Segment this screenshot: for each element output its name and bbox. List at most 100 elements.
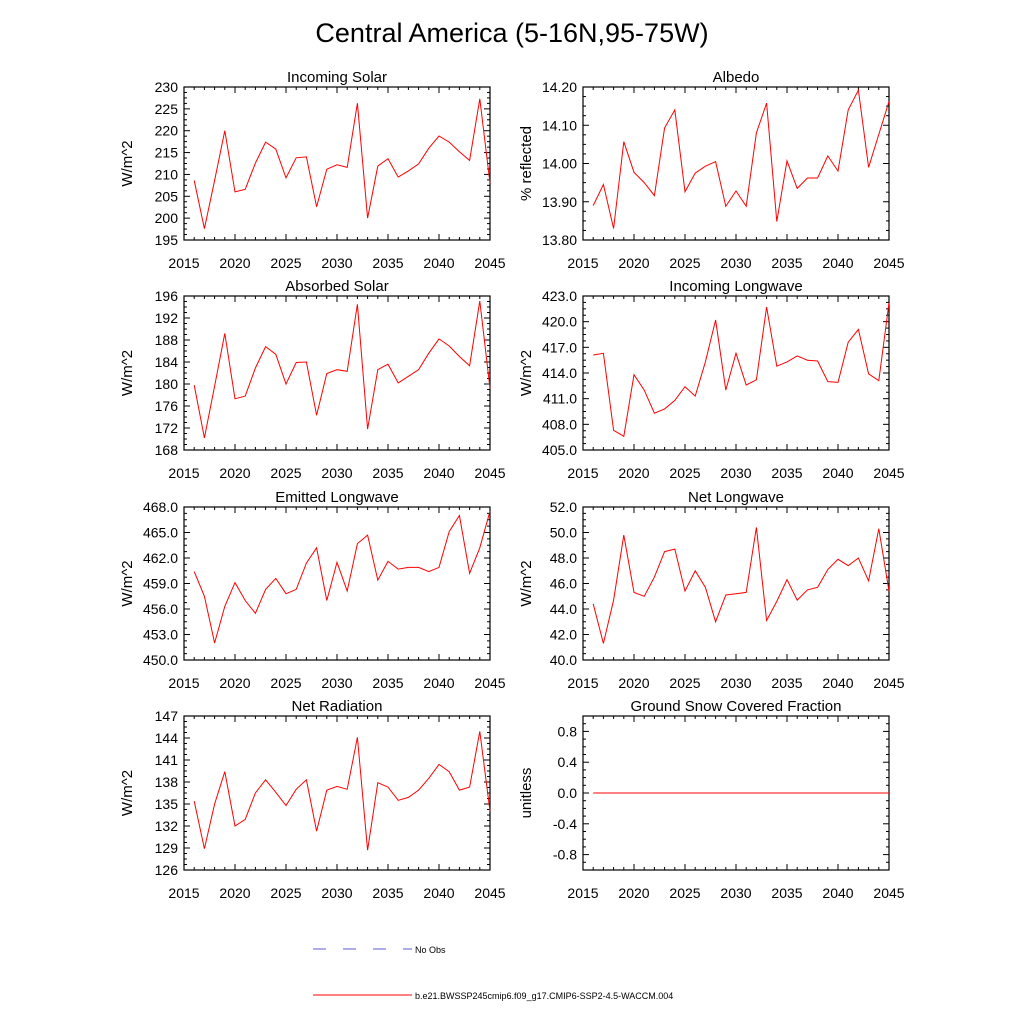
y-tick-label: 129 — [155, 840, 179, 856]
panel-ylabel-incoming-longwave: W/m^2 — [518, 350, 535, 396]
x-tick-label: 2015 — [168, 465, 199, 481]
x-tick-label: 2030 — [321, 885, 352, 901]
y-tick-label: 14.10 — [542, 117, 577, 133]
y-tick-label: 196 — [155, 288, 179, 304]
y-tick-label: 468.0 — [143, 499, 178, 515]
y-tick-label: 192 — [155, 310, 179, 326]
plot-frame — [183, 506, 491, 661]
plot-frame — [582, 295, 890, 451]
x-tick-label: 2020 — [219, 465, 250, 481]
y-tick-label: 0.8 — [558, 723, 578, 739]
x-tick-label: 2040 — [822, 675, 853, 691]
x-tick-label: 2020 — [618, 885, 649, 901]
y-tick-label: 144 — [155, 730, 179, 746]
panel-net-longwave: Net Longwave W/m^2 2015 2020 2025 2030 2035 204… — [518, 489, 905, 691]
y-tick-label: 462.0 — [143, 550, 178, 566]
y-tick-label: 210 — [155, 166, 179, 182]
x-tick-label: 2035 — [372, 675, 403, 691]
y-tick-label: 465.0 — [143, 525, 178, 541]
x-tick-label: 2030 — [720, 675, 751, 691]
y-tick-label: 44.0 — [550, 601, 577, 617]
y-tick-label: 188 — [155, 332, 179, 348]
panel-title-incoming-solar: Incoming Solar — [287, 69, 387, 86]
y-tick-label: 405.0 — [542, 442, 577, 458]
y-tick-label: 423.0 — [542, 288, 577, 304]
series-line-absorbed-solar — [193, 300, 491, 438]
panel-albedo: Albedo % reflected 2015 2020 2025 2030 2035 204… — [518, 69, 905, 271]
panel-title-albedo: Albedo — [713, 69, 760, 86]
x-tick-label: 2040 — [822, 465, 853, 481]
x-tick-label: 2025 — [270, 885, 301, 901]
x-tick-label: 2025 — [669, 885, 700, 901]
y-tick-label: 411.0 — [543, 391, 577, 407]
panels: Incoming Solar W/m^2 2015 2020 2025 2030 2035 2… — [119, 69, 905, 901]
x-tick-label: 2035 — [771, 675, 802, 691]
figure-title: Central America (5-16N,95-75W) — [315, 18, 708, 48]
y-tick-label: 48.0 — [550, 550, 577, 566]
x-tick-label: 2025 — [669, 255, 700, 271]
x-tick-label: 2030 — [321, 675, 352, 691]
x-tick-label: 2020 — [219, 675, 250, 691]
x-tick-label: 2040 — [423, 465, 454, 481]
y-tick-label: 0.0 — [558, 785, 578, 801]
y-tick-label: 168 — [155, 442, 179, 458]
y-tick-label: 414.0 — [542, 365, 577, 381]
x-tick-label: 2015 — [168, 675, 199, 691]
x-tick-label: 2040 — [822, 885, 853, 901]
y-tick-label: 138 — [155, 774, 179, 790]
legend-label-no-obs: No Obs — [415, 945, 446, 955]
x-tick-label: 2035 — [372, 465, 403, 481]
y-tick-label: 176 — [155, 398, 179, 414]
panel-incoming-longwave: Incoming Longwave W/m^2 2015 2020 2025 2030 20… — [518, 278, 905, 481]
plot-frame — [183, 715, 491, 871]
series-line-albedo — [592, 88, 890, 229]
x-tick-label: 2030 — [321, 465, 352, 481]
legend-label-model: b.e21.BWSSP245cmip6.f09_g17.CMIP6-SSP2-4… — [415, 991, 673, 1001]
x-tick-label: 2040 — [822, 255, 853, 271]
series-line-emitted-longwave — [193, 511, 491, 644]
y-tick-label: 13.80 — [542, 232, 577, 248]
plot-frame — [183, 295, 491, 451]
y-tick-label: 141 — [155, 752, 179, 768]
x-tick-label: 2020 — [219, 885, 250, 901]
y-tick-label: -0.4 — [553, 816, 577, 832]
x-tick-label: 2045 — [873, 675, 904, 691]
x-tick-label: 2020 — [618, 255, 649, 271]
x-tick-label: 2030 — [720, 885, 751, 901]
panel-incoming-solar: Incoming Solar W/m^2 2015 2020 2025 2030 2035 2… — [119, 69, 506, 271]
x-tick-label: 2020 — [219, 255, 250, 271]
x-tick-label: 2035 — [771, 885, 802, 901]
x-tick-label: 2015 — [168, 255, 199, 271]
panel-absorbed-solar: Absorbed Solar W/m^2 2015 2020 2025 2030 2035 2… — [119, 278, 506, 481]
y-tick-label: 215 — [155, 145, 179, 161]
panel-emitted-longwave: Emitted Longwave W/m^2 2015 2020 2025 2030 203… — [119, 489, 506, 691]
series-line-net-radiation — [193, 731, 491, 851]
y-tick-label: 195 — [155, 232, 179, 248]
panel-title-net-radiation: Net Radiation — [292, 698, 383, 715]
series-line-incoming-longwave — [593, 302, 890, 438]
legend: No Obs b.e21.BWSSP245cmip6.f09_g17.CMIP6… — [313, 945, 673, 1001]
x-tick-label: 2045 — [474, 675, 505, 691]
y-tick-label: 172 — [155, 420, 179, 436]
plot-frame — [582, 506, 890, 661]
panel-ylabel-incoming-solar: W/m^2 — [119, 140, 136, 186]
y-tick-label: 0.4 — [558, 754, 578, 770]
y-tick-label: 14.20 — [542, 79, 577, 95]
y-tick-label: 205 — [155, 188, 179, 204]
x-tick-label: 2045 — [474, 255, 505, 271]
x-tick-label: 2020 — [618, 675, 649, 691]
x-tick-label: 2040 — [423, 675, 454, 691]
panel-net-radiation: Net Radiation W/m^2 2015 2020 2025 2030 2035 20… — [119, 698, 506, 901]
x-tick-label: 2045 — [873, 255, 904, 271]
y-tick-label: 184 — [155, 354, 179, 370]
panel-title-emitted-longwave: Emitted Longwave — [275, 489, 398, 506]
panel-title-absorbed-solar: Absorbed Solar — [285, 278, 388, 295]
y-tick-label: 456.0 — [143, 601, 178, 617]
x-tick-label: 2030 — [720, 255, 751, 271]
series-line-net-longwave — [592, 527, 890, 644]
y-tick-label: 453.0 — [143, 627, 178, 643]
y-tick-label: 13.90 — [542, 194, 577, 210]
x-tick-label: 2035 — [771, 255, 802, 271]
y-tick-label: 40.0 — [550, 652, 577, 668]
x-tick-label: 2045 — [873, 465, 904, 481]
